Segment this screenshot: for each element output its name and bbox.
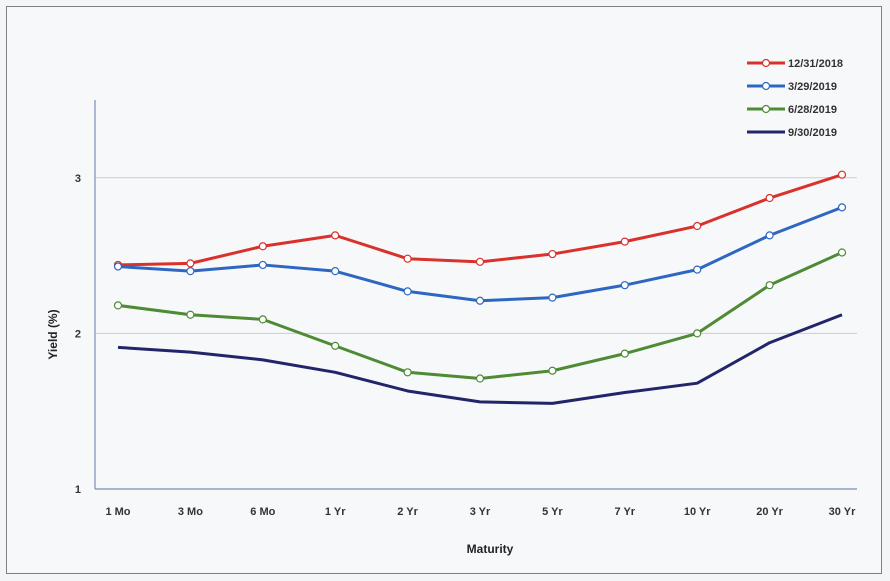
data-point: [548, 249, 557, 259]
x-tick-label: 7 Yr: [615, 506, 636, 518]
series-1: [113, 170, 847, 270]
x-tick-label: 3 Mo: [178, 506, 203, 518]
legend-marker: [761, 104, 771, 114]
x-tick-label: 10 Yr: [684, 506, 711, 518]
data-point: [331, 267, 340, 276]
data-point: [837, 170, 847, 179]
yield-curve-chart: 1 2 3 1 Mo 3 Mo 6 Mo 1 Yr 2 Yr 3 Yr 5 Yr 7 Yr 10 Yr…: [46, 58, 857, 556]
y-tick-label: 1: [75, 484, 81, 496]
series-4: [117, 313, 843, 405]
legend-entry: 3/29/2019: [747, 81, 837, 93]
data-point: [693, 265, 702, 274]
legend-marker: [761, 81, 771, 91]
gridlines: [95, 177, 857, 334]
chart-frame: 1 2 3 1 Mo 3 Mo 6 Mo 1 Yr 2 Yr 3 Yr 5 Yr 7 Yr 10 Yr…: [6, 6, 882, 574]
data-point: [113, 262, 123, 271]
series-line: [117, 313, 843, 405]
data-point: [258, 315, 267, 324]
data-point: [765, 193, 774, 203]
x-tick-label: 1 Mo: [105, 506, 130, 518]
data-point: [475, 257, 485, 266]
data-point: [620, 349, 629, 358]
data-point: [403, 368, 412, 377]
data-point: [620, 281, 629, 290]
series-3: [113, 248, 847, 383]
x-tick-label: 30 Yr: [829, 506, 856, 518]
data-point: [620, 237, 629, 246]
data-point: [331, 341, 340, 350]
x-tick-label: 20 Yr: [756, 506, 783, 518]
x-tick-label: 5 Yr: [542, 506, 563, 518]
data-point: [765, 281, 774, 290]
data-point: [475, 374, 485, 383]
data-point: [186, 310, 195, 319]
legend-marker: [761, 58, 771, 68]
series-line: [117, 251, 843, 381]
x-tick-label: 3 Yr: [470, 506, 491, 518]
axes: 1 2 3 1 Mo 3 Mo 6 Mo 1 Yr 2 Yr 3 Yr 5 Yr 7 Yr 10 Yr…: [75, 100, 857, 518]
data-point: [113, 301, 123, 310]
legend-label: 3/29/2019: [788, 81, 837, 93]
data-point: [765, 231, 774, 240]
data-point: [186, 267, 195, 276]
data-point: [186, 259, 195, 268]
x-tick-label: 2 Yr: [397, 506, 418, 518]
legend: 12/31/2018 3/29/2019 6/28/2019 9/30/2019: [747, 58, 843, 139]
data-point: [258, 242, 267, 251]
data-point: [837, 248, 847, 257]
data-point: [258, 260, 267, 270]
legend-entry: 6/28/2019: [747, 104, 837, 116]
series-2: [113, 203, 847, 305]
y-tick-label: 3: [75, 173, 81, 185]
data-point: [837, 203, 847, 212]
data-point: [548, 366, 557, 375]
x-axis-title: Maturity: [467, 542, 514, 556]
data-point: [403, 287, 412, 296]
y-axis-title: Yield (%): [46, 309, 60, 359]
data-point: [693, 329, 702, 338]
series-lines: [113, 170, 847, 405]
data-point: [475, 296, 485, 305]
x-tick-label: 1 Yr: [325, 506, 346, 518]
y-tick-label: 2: [75, 328, 81, 340]
legend-entry: 12/31/2018: [747, 58, 843, 70]
legend-entry: 9/30/2019: [747, 127, 837, 139]
data-point: [403, 254, 412, 263]
legend-label: 9/30/2019: [788, 127, 837, 139]
data-point: [331, 231, 340, 240]
data-point: [548, 293, 557, 302]
legend-label: 6/28/2019: [788, 104, 837, 116]
data-point: [693, 221, 702, 231]
legend-label: 12/31/2018: [788, 58, 843, 70]
x-tick-label: 6 Mo: [250, 506, 275, 518]
